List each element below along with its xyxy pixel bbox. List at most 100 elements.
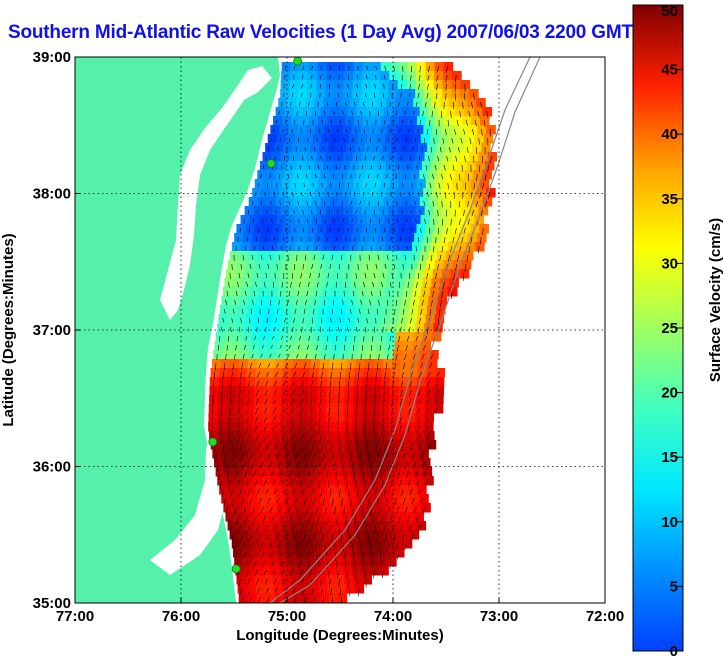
velocity-cell — [308, 386, 318, 396]
velocity-vector — [232, 452, 235, 462]
velocity-vector — [291, 128, 293, 134]
velocity-vector — [382, 407, 385, 417]
velocity-vector — [264, 389, 268, 396]
velocity-cell — [301, 530, 312, 540]
velocity-cell — [261, 233, 271, 243]
velocity-vector — [254, 479, 258, 487]
velocity-cell — [226, 323, 236, 333]
velocity-vector — [252, 551, 256, 559]
velocity-cell — [402, 539, 413, 549]
velocity-vector — [299, 479, 303, 487]
velocity-vector — [231, 533, 234, 543]
velocity-cell — [376, 503, 386, 513]
velocity-vector — [396, 506, 399, 515]
velocity-cell — [268, 458, 278, 468]
velocity-cell — [263, 575, 273, 585]
velocity-vector — [417, 434, 421, 441]
velocity-cell — [389, 71, 399, 81]
velocity-vector — [393, 146, 396, 151]
velocity-vector — [309, 416, 312, 425]
velocity-cell — [371, 71, 381, 81]
velocity-cell — [238, 593, 249, 603]
velocity-vector — [370, 290, 373, 297]
velocity-cell — [305, 548, 315, 558]
velocity-cell — [316, 476, 326, 486]
velocity-cell — [284, 107, 295, 117]
velocity-cell — [256, 593, 267, 603]
velocity-cell — [229, 251, 240, 261]
velocity-vector — [434, 101, 436, 109]
velocity-cell — [327, 116, 337, 126]
velocity-cell — [482, 107, 493, 117]
velocity-vector — [293, 533, 297, 541]
velocity-cell — [459, 233, 469, 243]
velocity-vector — [313, 452, 316, 461]
velocity-cell — [265, 251, 276, 261]
velocity-vector — [396, 137, 399, 142]
velocity-cell — [298, 566, 308, 576]
velocity-cell — [334, 566, 344, 576]
velocity-cell — [344, 521, 355, 531]
velocity-vector — [419, 371, 422, 378]
velocity-vector — [455, 155, 458, 162]
velocity-vector — [335, 470, 337, 480]
velocity-cell — [425, 386, 435, 396]
velocity-vector — [399, 236, 402, 241]
velocity-cell — [344, 224, 354, 234]
velocity-vector — [260, 353, 263, 358]
velocity-vector — [330, 119, 333, 124]
velocity-cell — [310, 359, 321, 369]
velocity-vector — [320, 587, 323, 596]
velocity-vector — [387, 506, 390, 515]
velocity-cell — [445, 143, 455, 153]
velocity-cell — [293, 197, 304, 207]
velocity-cell — [266, 449, 276, 459]
velocity-cell — [396, 188, 406, 198]
velocity-vector — [311, 65, 314, 70]
velocity-cell — [271, 422, 281, 432]
velocity-vector — [242, 353, 245, 360]
velocity-vector — [327, 515, 329, 524]
velocity-vector — [339, 488, 341, 497]
velocity-cell — [290, 386, 300, 396]
velocity-vector — [324, 353, 326, 360]
velocity-vector — [337, 407, 340, 416]
velocity-vector — [270, 137, 273, 142]
velocity-vector — [294, 497, 298, 505]
velocity-cell — [267, 134, 278, 144]
velocity-cell — [419, 107, 430, 117]
velocity-vector — [381, 335, 383, 342]
velocity-cell — [259, 161, 270, 171]
velocity-cell — [441, 233, 451, 243]
velocity-cell — [473, 107, 484, 117]
velocity-cell — [309, 584, 320, 594]
velocity-vector — [418, 443, 423, 450]
velocity-cell — [343, 422, 353, 432]
velocity-cell — [434, 386, 444, 396]
velocity-vector — [306, 506, 309, 514]
velocity-vector — [397, 218, 399, 223]
velocity-cell — [293, 296, 304, 306]
velocity-cell — [403, 503, 413, 513]
velocity-vector — [280, 335, 284, 340]
velocity-vector — [395, 254, 398, 260]
velocity-cell — [303, 134, 314, 144]
velocity-cell — [254, 377, 265, 387]
velocity-vector — [395, 542, 399, 551]
velocity-vector — [417, 236, 420, 243]
velocity-cell — [229, 530, 240, 540]
velocity-vector — [404, 299, 406, 306]
velocity-vector — [444, 191, 447, 199]
radar-station-marker — [231, 564, 241, 574]
velocity-cell — [218, 314, 229, 324]
velocity-cell — [421, 161, 432, 171]
velocity-vector — [393, 227, 395, 232]
velocity-cell — [370, 566, 380, 576]
velocity-cell — [231, 350, 241, 360]
velocity-vector — [454, 227, 457, 234]
velocity-cell — [317, 71, 327, 81]
velocity-cell — [235, 476, 245, 486]
velocity-cell — [316, 152, 327, 162]
velocity-cell — [433, 89, 443, 99]
velocity-cell — [290, 71, 300, 81]
